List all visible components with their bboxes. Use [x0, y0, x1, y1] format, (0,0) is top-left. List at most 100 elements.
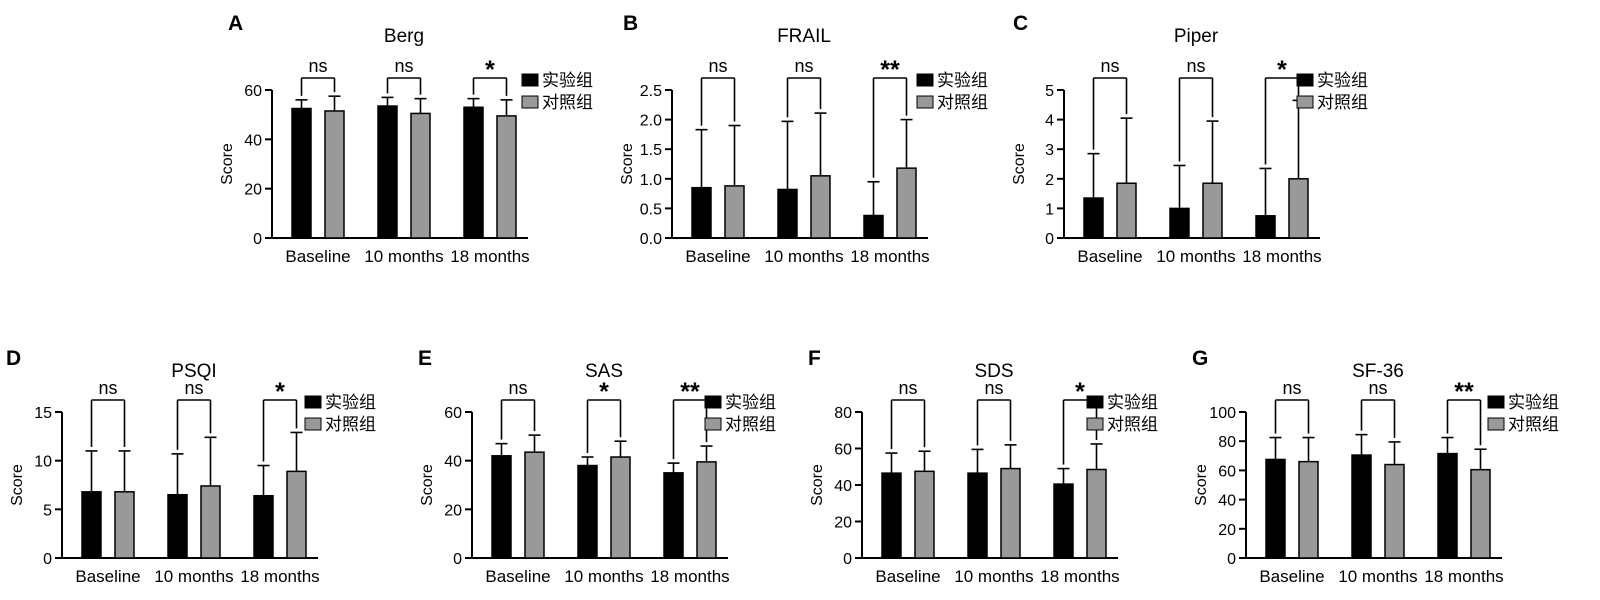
bar-control	[724, 185, 745, 239]
legend-label-experimental: 实验组	[937, 71, 988, 90]
y-tick-label: 40	[244, 132, 262, 149]
significance-label: ns	[984, 378, 1003, 398]
y-tick-label: 5	[43, 502, 52, 519]
bar-experimental	[663, 472, 684, 559]
panel-label: E	[418, 347, 432, 370]
y-axis-label: Score	[219, 143, 236, 185]
significance-label: ns	[1368, 378, 1387, 398]
legend-label-experimental: 实验组	[542, 71, 593, 90]
significance-label: ns	[394, 56, 413, 76]
bar-control	[114, 491, 135, 559]
bar-control	[410, 112, 431, 239]
bar-control	[200, 485, 221, 559]
y-tick-label: 60	[244, 83, 262, 100]
legend-swatch-control	[1487, 417, 1505, 431]
legend-swatch-experimental	[1296, 73, 1314, 87]
y-tick-label: 0.0	[640, 231, 662, 248]
bar-control	[1298, 460, 1319, 559]
y-tick-label: 60	[1218, 463, 1236, 480]
y-tick-label: 2.0	[640, 113, 662, 130]
bar-experimental	[967, 472, 988, 559]
x-tick-label: 10 months	[564, 567, 643, 586]
bar-control	[914, 470, 935, 559]
legend-swatch-experimental	[916, 73, 934, 87]
bar-control	[610, 456, 631, 559]
bar-experimental	[167, 493, 188, 559]
y-tick-label: 10	[34, 454, 52, 471]
legend-swatch-control	[521, 95, 539, 109]
bar-experimental	[491, 455, 512, 559]
y-tick-label: 80	[834, 405, 852, 422]
bar-experimental	[1053, 483, 1074, 559]
y-tick-label: 0	[43, 551, 52, 568]
panel-label: G	[1192, 347, 1208, 370]
significance-label: ns	[708, 56, 727, 76]
bar-experimental	[1351, 454, 1372, 559]
legend-label-control: 对照组	[1508, 415, 1559, 434]
bar-experimental	[863, 214, 884, 239]
y-tick-label: 0	[843, 551, 852, 568]
bar-control	[696, 461, 717, 559]
legend-label-control: 对照组	[542, 93, 593, 112]
significance-label: ns	[1186, 56, 1205, 76]
significance-label: *	[599, 378, 609, 406]
panel-b: B FRAIL 0.0 0.5 1.0 1.5 2.0 2.5 Score Baseline ns 1…	[619, 12, 988, 266]
x-tick-label: Baseline	[485, 567, 550, 586]
x-tick-label: Baseline	[685, 247, 750, 266]
y-tick-label: 3	[1045, 142, 1054, 159]
chart-title: SDS	[974, 361, 1013, 382]
significance-label: ns	[98, 378, 117, 398]
y-axis-label: Score	[1193, 464, 1210, 506]
chart-title: Piper	[1174, 26, 1219, 47]
significance-label: *	[275, 378, 285, 406]
legend-label-experimental: 实验组	[325, 393, 376, 412]
bar-control	[1000, 467, 1021, 559]
significance-label: ns	[1282, 378, 1301, 398]
bar-experimental	[81, 491, 102, 559]
significance-label: ns	[898, 378, 917, 398]
legend-swatch-control	[1086, 417, 1104, 431]
chart-title: Berg	[384, 26, 424, 47]
x-tick-label: 18 months	[1242, 247, 1321, 266]
bar-experimental	[577, 464, 598, 559]
y-tick-label: 20	[444, 502, 462, 519]
panel-d: D PSQI 0 5 10 15 Score Baseline ns 10 months ns 18 …	[6, 347, 376, 586]
y-tick-label: 1.5	[640, 142, 662, 159]
x-tick-label: Baseline	[285, 247, 350, 266]
chart-title: PSQI	[171, 361, 216, 382]
y-tick-label: 20	[1218, 522, 1236, 539]
legend-label-experimental: 实验组	[1508, 393, 1559, 412]
y-tick-label: 2.5	[640, 83, 662, 100]
y-tick-label: 40	[1218, 493, 1236, 510]
bar-control	[324, 110, 345, 239]
x-tick-label: Baseline	[75, 567, 140, 586]
x-tick-label: 18 months	[650, 567, 729, 586]
legend-label-experimental: 实验组	[1317, 71, 1368, 90]
x-tick-label: 10 months	[954, 567, 1033, 586]
bar-experimental	[1437, 452, 1458, 559]
y-tick-label: 0	[1227, 551, 1236, 568]
x-tick-label: 10 months	[1338, 567, 1417, 586]
bar-control	[496, 115, 517, 239]
y-tick-label: 80	[1218, 434, 1236, 451]
x-tick-label: Baseline	[875, 567, 940, 586]
significance-label: ns	[508, 378, 527, 398]
panel-label: F	[808, 347, 821, 370]
bar-control	[1202, 182, 1223, 239]
legend-label-control: 对照组	[725, 415, 776, 434]
y-axis-label: Score	[9, 464, 26, 506]
x-tick-label: 10 months	[154, 567, 233, 586]
bar-control	[1470, 468, 1491, 559]
bar-control	[1384, 463, 1405, 559]
legend-label-experimental: 实验组	[725, 393, 776, 412]
significance-label: **	[880, 56, 900, 84]
chart-title: FRAIL	[777, 26, 831, 47]
y-axis-label: Score	[619, 143, 636, 185]
significance-label: *	[1277, 56, 1287, 84]
legend-swatch-experimental	[704, 395, 722, 409]
bar-control	[524, 451, 545, 559]
y-tick-label: 4	[1045, 113, 1054, 130]
bar-experimental	[691, 186, 712, 239]
bar-experimental	[463, 106, 484, 239]
